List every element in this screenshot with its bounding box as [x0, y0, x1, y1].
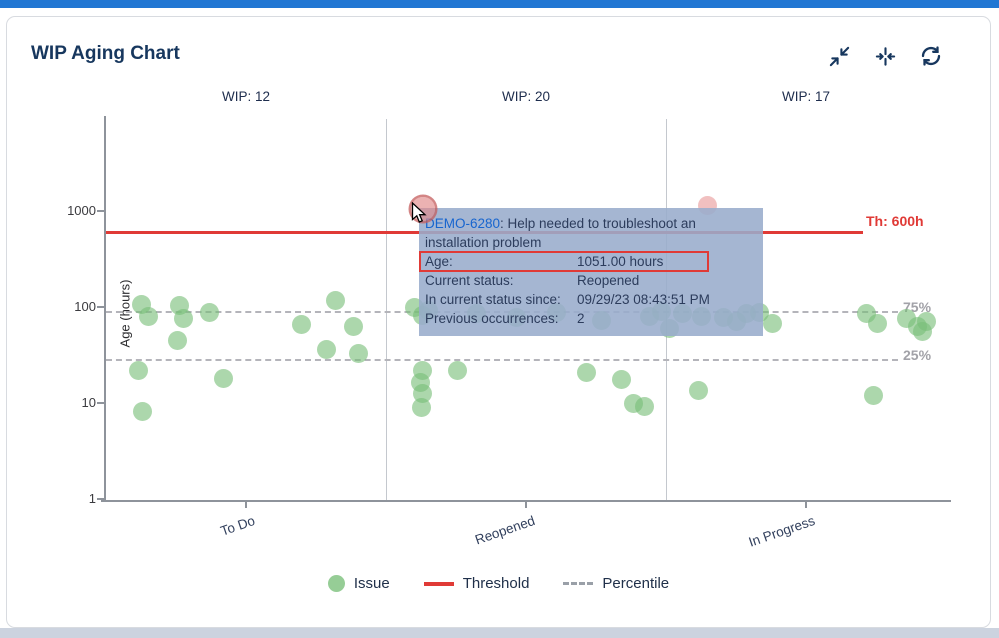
issue-dot[interactable]	[867, 313, 887, 333]
issue-dot[interactable]	[291, 314, 311, 334]
issue-dot[interactable]	[132, 401, 152, 421]
x-axis-line	[101, 500, 951, 502]
tooltip-summary: DEMO-6280: Help needed to troubleshoot a…	[425, 214, 757, 252]
tooltip-rows: Age: 1051.00 hours Current status: Reopened…	[419, 251, 757, 328]
y-axis-title: Age (hours)	[117, 279, 133, 348]
legend-label: Percentile	[602, 575, 670, 592]
legend-label: Issue	[353, 575, 390, 592]
tooltip-row: In current status since: 09/29/23 08:43:5…	[425, 290, 757, 309]
refresh-button[interactable]	[918, 43, 944, 69]
percentile-line	[106, 358, 898, 361]
issue-dot[interactable]	[863, 385, 883, 405]
minimize-icon	[829, 46, 849, 66]
tooltip-row: Current status: Reopened	[425, 271, 757, 290]
legend-item: Percentile	[563, 575, 669, 592]
tooltip-row-label: Age:	[425, 254, 453, 269]
y-tick-label: 10	[81, 395, 96, 410]
category-axis-label: In Progress	[746, 513, 817, 550]
issue-dot[interactable]	[411, 397, 431, 417]
tooltip-row: Age: 1051.00 hours	[419, 251, 757, 272]
tooltip-row-value: 1051.00 hours	[577, 254, 664, 269]
issue-dot[interactable]	[688, 380, 708, 400]
mouse-cursor	[411, 201, 431, 231]
y-tick-mark	[97, 498, 104, 500]
widget-toolbar	[826, 43, 944, 69]
issue-key-link[interactable]: DEMO-6280	[425, 216, 501, 231]
refresh-icon	[921, 46, 941, 66]
issue-summary-text: : Help needed to troubleshoot an install…	[425, 216, 696, 250]
issue-dot[interactable]	[213, 368, 233, 388]
issue-dot[interactable]	[348, 343, 368, 363]
tooltip-row: Previous occurrences: 2	[425, 309, 757, 328]
column-separator	[386, 119, 387, 500]
issue-dot[interactable]	[576, 362, 596, 382]
wip-count-label: WIP: 12	[221, 89, 270, 104]
issue-dot[interactable]	[128, 360, 148, 380]
issue-dot[interactable]	[611, 370, 631, 390]
compress-icon	[875, 46, 895, 66]
percentile-label: 25%	[903, 346, 932, 363]
tooltip-row-value: 09/29/23 08:43:51 PM	[577, 292, 710, 307]
issue-dot[interactable]	[343, 317, 363, 337]
tooltip-row-label: Current status:	[425, 273, 514, 288]
legend-swatch-line	[423, 581, 454, 586]
issue-dot[interactable]	[916, 312, 936, 332]
legend-swatch-dot	[327, 575, 345, 592]
issue-dot[interactable]	[173, 308, 193, 328]
wip-count-label: WIP: 20	[501, 89, 550, 104]
legend-item: Issue	[327, 575, 390, 592]
issue-dot[interactable]	[316, 340, 336, 360]
legend-item: Threshold	[423, 575, 530, 592]
issue-dot[interactable]	[447, 360, 467, 380]
tooltip-row-label: Previous occurrences:	[425, 311, 559, 326]
x-tick-mark	[525, 502, 527, 508]
compress-button[interactable]	[872, 43, 898, 69]
issue-dot[interactable]	[634, 396, 654, 416]
issue-dot[interactable]	[138, 307, 158, 327]
wip-aging-widget: WIP Aging Chart Age (h	[6, 16, 991, 628]
category-axis-label: Reopened	[473, 513, 537, 548]
issue-tooltip: DEMO-6280: Help needed to troubleshoot a…	[419, 208, 763, 336]
tooltip-row-value: Reopened	[577, 273, 640, 288]
issue-dot[interactable]	[199, 302, 219, 322]
wip-count-label: WIP: 17	[781, 89, 830, 104]
y-tick-mark	[97, 210, 104, 212]
y-tick-label: 100	[74, 299, 96, 314]
legend-swatch-dash	[563, 582, 594, 585]
y-axis-line	[104, 116, 106, 502]
legend-label: Threshold	[462, 575, 530, 592]
widget-title: WIP Aging Chart	[31, 43, 180, 64]
x-tick-mark	[805, 502, 807, 508]
page-bottom-bar	[0, 628, 999, 638]
y-tick-mark	[97, 402, 104, 404]
chart-legend: Issue Threshold Percentile	[7, 575, 990, 592]
tooltip-row-value: 2	[577, 311, 585, 326]
y-tick-mark	[97, 306, 104, 308]
x-tick-mark	[245, 502, 247, 508]
issue-dot[interactable]	[167, 330, 187, 350]
y-tick-label: 1	[88, 491, 96, 506]
tooltip-row-label: In current status since:	[425, 292, 561, 307]
y-tick-label: 1000	[67, 203, 96, 218]
category-axis-label: To Do	[218, 513, 257, 539]
minimize-button[interactable]	[826, 43, 852, 69]
app-accent-bar	[0, 0, 999, 8]
threshold-label: Th: 600h	[866, 213, 924, 230]
issue-dot[interactable]	[762, 313, 782, 333]
issue-dot[interactable]	[325, 290, 345, 310]
